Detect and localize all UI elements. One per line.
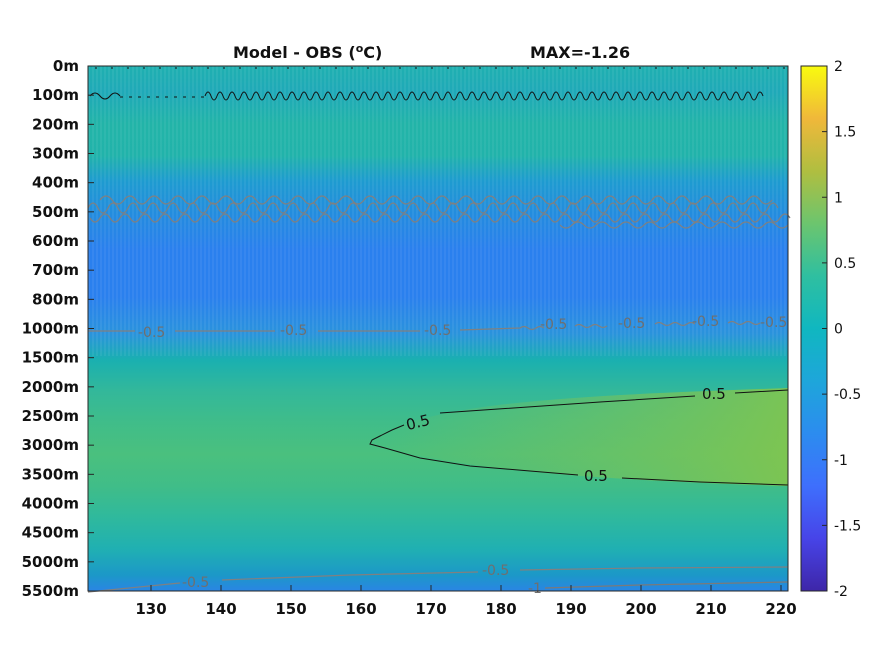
x-tick-label: 210 [695, 600, 726, 618]
colorbar-tick-label: 0 [834, 322, 843, 338]
title-superscript: o [356, 42, 364, 55]
y-tick-label: 800m [32, 290, 79, 308]
colorbar-tick-label: 1.5 [834, 125, 856, 141]
x-tick-label: 220 [765, 600, 796, 618]
y-tick-label: 2500m [22, 407, 79, 425]
contour-label: -0.5 [138, 325, 165, 341]
x-tick-label: 200 [625, 600, 656, 618]
contour-label: -1 [528, 581, 542, 597]
contour-label: -0.5 [618, 316, 645, 332]
contour-label: -0.5 [424, 323, 451, 339]
colorbar-tick-label: -1.5 [834, 518, 861, 534]
contour-line-minus-0.5-1000m [88, 320, 761, 332]
contour-labels: -0.5 -0.5 -0.5 -0.5 -0.5 -0.5 -0.5 0.5 0… [138, 314, 787, 597]
y-tick-label: 4000m [22, 495, 79, 513]
contour-label: 0.5 [584, 467, 608, 485]
x-tick-label: 130 [135, 600, 166, 618]
x-axis: 130 140 150 160 170 180 190 200 210 220 [135, 585, 797, 618]
contour-label: -0.5 [692, 314, 719, 330]
colorbar-tick-label: 2 [834, 59, 843, 75]
max-value-label: MAX=-1.26 [530, 43, 630, 62]
y-tick-label: 1000m [22, 320, 79, 338]
y-tick-label: 600m [32, 232, 79, 250]
plot-area: -0.5 -0.5 -0.5 -0.5 -0.5 -0.5 -0.5 0.5 0… [87, 65, 791, 597]
y-tick-label: 1500m [22, 349, 79, 367]
colorbar-tick-label: -0.5 [834, 387, 861, 403]
x-tick-label: 190 [555, 600, 586, 618]
contour-label: 0.5 [702, 385, 726, 403]
y-tick-label: 5500m [22, 582, 79, 600]
y-tick-label: 3500m [22, 465, 79, 483]
warm-core-region [370, 388, 788, 486]
colorbar: 2 1.5 1 0.5 0 -0.5 -1 -1.5 -2 [800, 59, 861, 600]
contour-band-500m [87, 195, 791, 229]
contour-label: -0.5 [280, 323, 307, 339]
chart-title: Model - OBS (oC) [233, 42, 382, 62]
colorbar-tick-label: -2 [834, 584, 848, 600]
y-tick-label: 700m [32, 261, 79, 279]
y-tick-label: 200m [32, 115, 79, 133]
contour-label: -0.5 [182, 575, 209, 591]
colorbar-tick-label: -1 [834, 453, 848, 469]
contour-label: -0.5 [760, 315, 787, 331]
y-tick-label: 4500m [22, 524, 79, 542]
y-tick-label: 2000m [22, 378, 79, 396]
colorbar-ticks: 2 1.5 1 0.5 0 -0.5 -1 -1.5 -2 [822, 59, 861, 600]
svg-text:Model - OBS (oC): Model - OBS (oC) [233, 42, 382, 62]
x-tick-label: 180 [485, 600, 516, 618]
y-tick-label: 300m [32, 145, 79, 163]
contour-lines-bottom [87, 566, 789, 593]
y-tick-label: 400m [32, 174, 79, 192]
surface-contour-noise [89, 67, 788, 101]
colorbar-tick-label: 0.5 [834, 256, 856, 272]
vertical-stripe-texture [88, 66, 788, 356]
colorbar-tick-label: 1 [834, 190, 843, 206]
y-tick-label: 500m [32, 203, 79, 221]
y-tick-label: 3000m [22, 436, 79, 454]
contour-label: -0.5 [540, 317, 567, 333]
contour-label: 0.5 [404, 411, 432, 434]
x-tick-label: 170 [415, 600, 446, 618]
title-unit-end: C) [363, 43, 382, 62]
contour-label: -0.5 [482, 563, 509, 579]
y-tick-label: 0m [53, 57, 79, 75]
y-tick-label: 5000m [22, 553, 79, 571]
x-tick-label: 150 [275, 600, 306, 618]
contour-line-0.5 [369, 389, 789, 486]
y-axis: 0m 100m 200m 300m 400m 500m 600m 700m 800m 1000m 1… [22, 57, 94, 600]
x-tick-label: 140 [205, 600, 236, 618]
y-tick-label: 100m [32, 86, 79, 104]
title-text: Model - OBS ( [233, 43, 356, 62]
contour-line-100m [89, 91, 764, 101]
x-tick-label: 160 [345, 600, 376, 618]
